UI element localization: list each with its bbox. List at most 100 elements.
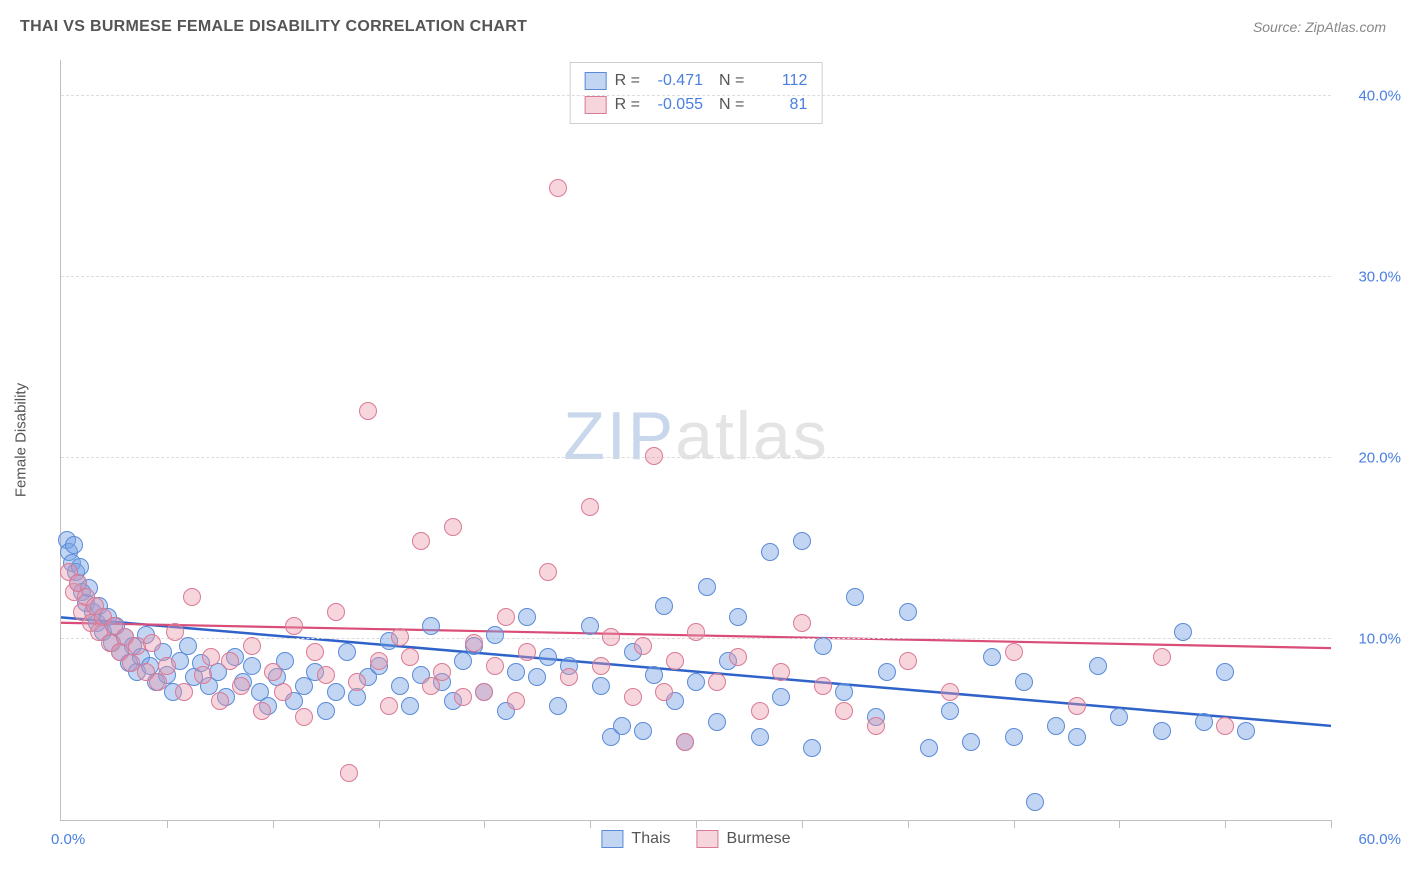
thais-point (920, 739, 938, 757)
burmese-point (359, 402, 377, 420)
x-tick (273, 820, 274, 828)
legend-row-burmese: R = -0.055 N = 81 (585, 93, 808, 117)
thais-point (655, 597, 673, 615)
burmese-point (401, 648, 419, 666)
chart-title: THAI VS BURMESE FEMALE DISABILITY CORREL… (20, 18, 527, 36)
source-label: Source: ZipAtlas.com (1253, 19, 1386, 35)
burmese-point (941, 683, 959, 701)
thais-point (422, 617, 440, 635)
x-tick (908, 820, 909, 828)
burmese-point (243, 637, 261, 655)
thais-point (1174, 623, 1192, 641)
burmese-point (370, 652, 388, 670)
burmese-point (221, 652, 239, 670)
burmese-point (729, 648, 747, 666)
burmese-point (465, 634, 483, 652)
burmese-point (793, 614, 811, 632)
burmese-point (581, 498, 599, 516)
burmese-point (751, 702, 769, 720)
burmese-swatch (585, 96, 607, 114)
burmese-point (274, 683, 292, 701)
thais-point (793, 532, 811, 550)
legend-item-thais: Thais (601, 830, 670, 848)
series-legend: Thais Burmese (601, 830, 790, 848)
thais-point (1005, 728, 1023, 746)
gridline (61, 457, 1331, 458)
scatter-plot: Female Disability ZIPatlas R = -0.471 N … (60, 60, 1331, 821)
thais-point (549, 697, 567, 715)
burmese-label: Burmese (727, 830, 791, 848)
x-tick (1331, 820, 1332, 828)
burmese-point (655, 683, 673, 701)
thais-point (592, 677, 610, 695)
n-label: N = (719, 93, 744, 117)
burmese-point (340, 764, 358, 782)
y-axis-title: Female Disability (13, 383, 30, 497)
thais-point (941, 702, 959, 720)
r-label: R = (615, 69, 640, 93)
watermark: ZIPatlas (563, 397, 828, 475)
burmese-point (158, 657, 176, 675)
thais-point (899, 603, 917, 621)
x-tick (1014, 820, 1015, 828)
thais-point (338, 643, 356, 661)
burmese-point (348, 673, 366, 691)
thais-point (645, 666, 663, 684)
thais-point (1195, 713, 1213, 731)
burmese-point (518, 643, 536, 661)
burmese-point (183, 588, 201, 606)
thais-swatch (585, 72, 607, 90)
thais-point (486, 626, 504, 644)
thais-n-value: 112 (752, 69, 807, 93)
burmese-point (143, 634, 161, 652)
burmese-point (539, 563, 557, 581)
thais-point (507, 663, 525, 681)
burmese-point (1068, 697, 1086, 715)
x-tick (484, 820, 485, 828)
thais-point (803, 739, 821, 757)
legend-item-burmese: Burmese (697, 830, 791, 848)
thais-point (729, 608, 747, 626)
burmese-point (592, 657, 610, 675)
burmese-point (624, 688, 642, 706)
burmese-point (211, 692, 229, 710)
thais-point (634, 722, 652, 740)
trend-lines (61, 60, 1331, 820)
x-tick (379, 820, 380, 828)
x-tick (590, 820, 591, 828)
n-label: N = (719, 69, 744, 93)
thais-point (1089, 657, 1107, 675)
header: THAI VS BURMESE FEMALE DISABILITY CORREL… (20, 18, 1386, 36)
thais-point (1047, 717, 1065, 735)
burmese-point (676, 733, 694, 751)
burmese-point (444, 518, 462, 536)
thais-point (1237, 722, 1255, 740)
burmese-point (391, 628, 409, 646)
burmese-point (306, 643, 324, 661)
burmese-point (253, 702, 271, 720)
thais-point (835, 683, 853, 701)
burmese-point (666, 652, 684, 670)
thais-point (878, 663, 896, 681)
legend-row-thais: R = -0.471 N = 112 (585, 69, 808, 93)
gridline (61, 276, 1331, 277)
thais-point (772, 688, 790, 706)
burmese-point (317, 666, 335, 684)
burmese-point (149, 673, 167, 691)
correlation-legend: R = -0.471 N = 112 R = -0.055 N = 81 (570, 62, 823, 124)
thais-r-value: -0.471 (648, 69, 703, 93)
thais-point (814, 637, 832, 655)
burmese-n-value: 81 (752, 93, 807, 117)
burmese-point (687, 623, 705, 641)
x-tick (167, 820, 168, 828)
burmese-point (634, 637, 652, 655)
x-tick (1225, 820, 1226, 828)
burmese-point (835, 702, 853, 720)
x-axis-origin: 0.0% (51, 831, 85, 848)
burmese-point (708, 673, 726, 691)
thais-point (581, 617, 599, 635)
thais-point (1110, 708, 1128, 726)
burmese-point (175, 683, 193, 701)
thais-point (1153, 722, 1171, 740)
thais-point (401, 697, 419, 715)
